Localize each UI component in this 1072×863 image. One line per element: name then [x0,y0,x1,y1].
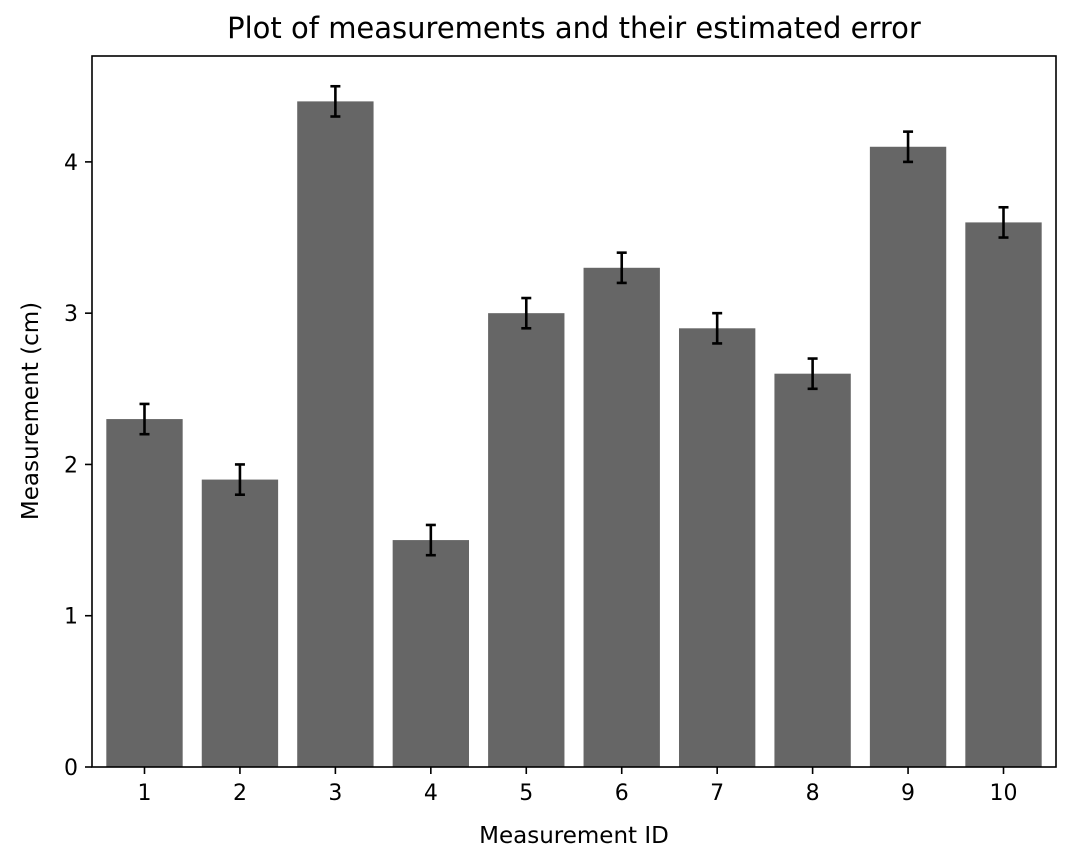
x-tick-label-9: 9 [901,781,915,806]
plot-frame [91,55,1057,768]
bar-9 [869,146,947,767]
bar-10 [965,222,1042,768]
bar-5 [488,313,565,767]
error-bar-8 [807,357,818,391]
x-tick-label-7: 7 [710,781,724,806]
y-tick-label-1: 1 [64,605,78,630]
bar-3 [297,101,374,767]
y-tick-label-0: 0 [64,756,78,781]
x-tick-label-4: 4 [424,781,438,806]
error-bar-7 [712,311,723,345]
error-bar-6 [616,251,627,285]
error-bar-2 [234,463,245,497]
error-bars-group [139,84,1009,557]
y-tick-label-4: 4 [64,151,78,176]
chart-title: Plot of measurements and their estimated… [227,11,921,45]
x-tick-label-6: 6 [615,781,629,806]
bar-1 [106,419,183,767]
x-axis-label: Measurement ID [479,823,669,849]
bars-group [106,101,1042,768]
bar-8 [774,373,851,767]
y-tick-label-2: 2 [64,453,78,478]
error-bar-3 [330,84,341,118]
y-axis: 0 1 2 3 4 [64,151,92,781]
bar-7 [678,328,756,767]
bar-2 [201,479,279,767]
x-tick-label-1: 1 [137,781,151,806]
x-tick-label-10: 10 [990,781,1018,806]
x-axis: 1 2 3 4 5 6 7 8 9 10 [137,767,1018,806]
bar-4 [392,540,470,767]
error-bar-4 [425,523,436,557]
error-bar-9 [903,130,914,164]
bar-6 [583,267,660,767]
error-bar-1 [139,402,150,436]
error-bar-10 [998,205,1009,239]
x-tick-label-8: 8 [806,781,820,806]
x-tick-label-2: 2 [233,781,247,806]
x-tick-label-3: 3 [328,781,342,806]
y-axis-label: Measurement (cm) [18,302,44,520]
x-tick-label-5: 5 [519,781,533,806]
y-tick-label-3: 3 [64,302,78,327]
error-bar-5 [521,296,532,330]
